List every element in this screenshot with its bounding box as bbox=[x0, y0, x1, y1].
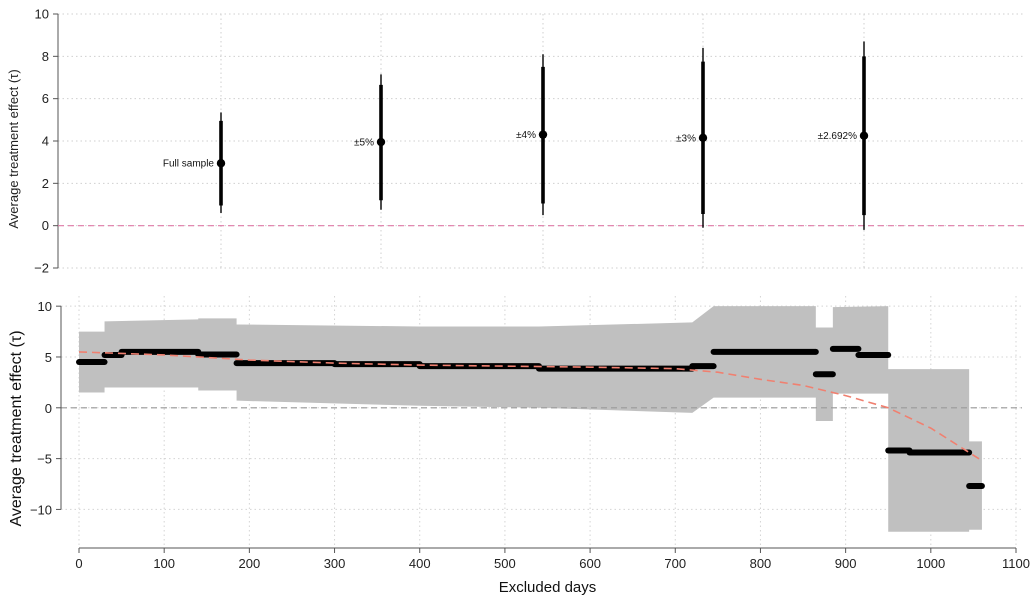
y-tick-label: 0 bbox=[45, 401, 52, 416]
y-tick-label: 10 bbox=[35, 7, 49, 22]
x-tick-label: 700 bbox=[664, 556, 686, 571]
point-label: ±2.692% bbox=[818, 131, 858, 142]
y-tick-label: 6 bbox=[42, 91, 49, 106]
y-tick-label: 4 bbox=[42, 134, 49, 149]
point-label: ±4% bbox=[516, 130, 536, 141]
x-tick-label: 400 bbox=[409, 556, 431, 571]
point-label: ±3% bbox=[676, 133, 696, 144]
x-tick-label: 300 bbox=[324, 556, 346, 571]
point-estimate bbox=[859, 131, 869, 140]
x-tick-label: 1100 bbox=[1002, 556, 1030, 571]
y-tick-label: 10 bbox=[38, 299, 52, 314]
x-tick-label: 500 bbox=[494, 556, 516, 571]
point-estimate bbox=[698, 133, 708, 143]
point-label: ±5% bbox=[354, 138, 374, 149]
y-tick-label: 0 bbox=[42, 218, 49, 233]
y-axis-label: Average treatment effect (τ) bbox=[8, 330, 25, 526]
x-tick-label: 1000 bbox=[916, 556, 945, 571]
y-tick-label: 5 bbox=[45, 350, 52, 365]
fit-curve bbox=[78, 351, 983, 462]
y-tick-label: −10 bbox=[30, 502, 52, 517]
y-tick-label: −2 bbox=[34, 261, 49, 276]
point-label: Full sample bbox=[163, 159, 215, 170]
confidence-band bbox=[79, 306, 982, 532]
y-tick-label: −5 bbox=[37, 452, 52, 467]
x-tick-label: 0 bbox=[75, 556, 82, 571]
point-estimate bbox=[376, 137, 386, 147]
x-tick-label: 200 bbox=[239, 556, 261, 571]
x-tick-label: 800 bbox=[750, 556, 772, 571]
point-estimate bbox=[216, 159, 226, 168]
y-tick-label: 8 bbox=[42, 49, 49, 64]
x-tick-label: 100 bbox=[153, 556, 175, 571]
x-axis-label: Excluded days bbox=[499, 579, 597, 596]
point-estimate bbox=[538, 130, 548, 139]
top-panel-ci-chart: −2 0 2 4 6 8 10 Average treatment effect (τ) Ful… bbox=[6, 7, 1025, 276]
y-axis-label: Average treatment effect (τ) bbox=[6, 69, 21, 228]
x-tick-label: 900 bbox=[835, 556, 857, 571]
y-tick-label: 2 bbox=[42, 176, 49, 191]
x-tick-label: 600 bbox=[579, 556, 601, 571]
